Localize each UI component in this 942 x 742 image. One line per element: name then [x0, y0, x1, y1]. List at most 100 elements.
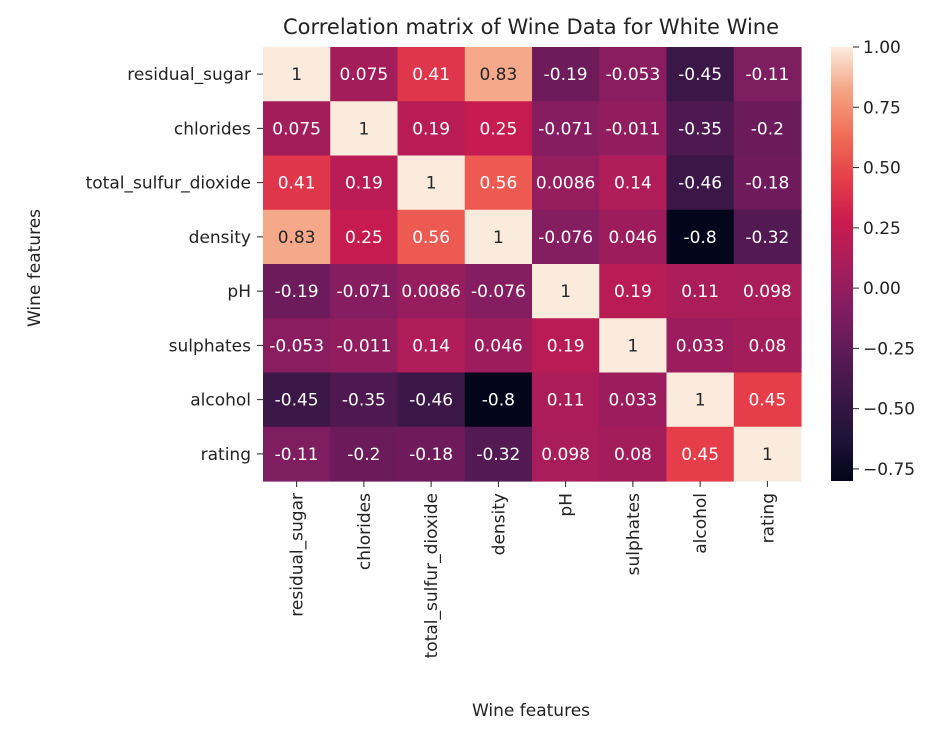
heatmap-cell-label: -0.011	[605, 119, 660, 139]
heatmap-cell-label: 0.098	[743, 282, 792, 302]
heatmap-cell-label: -0.35	[342, 391, 386, 411]
heatmap-cell	[532, 155, 600, 211]
heatmap-cell	[666, 155, 735, 211]
heatmap-cells	[263, 47, 802, 482]
heatmap-cell	[464, 426, 533, 482]
heatmap-cell-label: -0.053	[605, 65, 660, 85]
x-tick-label: alcohol	[691, 493, 711, 554]
heatmap-cell	[666, 47, 735, 102]
heatmap-cell	[464, 101, 533, 157]
heatmap-cell	[397, 372, 466, 428]
heatmap-cell	[733, 318, 802, 374]
heatmap-cell	[532, 426, 600, 482]
heatmap-cell-label: 0.41	[278, 174, 316, 194]
heatmap-cell-label: -0.2	[751, 119, 784, 139]
y-tick-label: rating	[201, 445, 251, 465]
x-tick-label: chlorides	[355, 493, 375, 570]
heatmap-cell-label: -0.053	[269, 336, 324, 356]
heatmap-cell	[464, 155, 533, 211]
heatmap-cell	[599, 101, 668, 157]
heatmap-cell-label: -0.18	[745, 174, 789, 194]
heatmap-cell	[330, 318, 399, 374]
y-axis-ticks: residual_sugar chlorides total_sulfur_diox…	[86, 65, 263, 465]
y-tick-label: sulphates	[169, 336, 251, 356]
heatmap-cell	[599, 372, 668, 428]
y-tick-label: alcohol	[190, 391, 251, 411]
colorbar-tick-label: −0.75	[863, 460, 915, 480]
heatmap-cell	[263, 426, 331, 482]
x-tick-label: residual_sugar	[288, 493, 308, 617]
heatmap-cell-label: 0.046	[474, 336, 523, 356]
heatmap-cell	[330, 372, 399, 428]
heatmap-cell-label: 1	[493, 228, 504, 248]
heatmap-cell-label: -0.2	[347, 445, 380, 465]
heatmap-cell-label: -0.32	[476, 445, 520, 465]
heatmap-cell	[464, 47, 533, 102]
heatmap-cell	[464, 209, 533, 265]
heatmap-cell	[532, 318, 600, 374]
y-axis-title: Wine features	[25, 209, 45, 327]
heatmap-cell	[397, 426, 466, 482]
heatmap-cell-label: 0.25	[479, 119, 517, 139]
colorbar-ticks: 1.00 0.75 0.50 0.25 0.00 −0.25 −0.50 −0.75	[853, 38, 915, 480]
heatmap-cell-label: 0.0086	[536, 174, 595, 194]
heatmap-cell	[733, 47, 802, 102]
heatmap-cell-label: 0.046	[609, 228, 658, 248]
heatmap-cell-label: -0.18	[409, 445, 453, 465]
chart-title: Correlation matrix of Wine Data for Whit…	[283, 15, 779, 39]
heatmap-cell-label: 0.14	[412, 336, 450, 356]
heatmap-cell	[666, 209, 735, 265]
heatmap-cell	[666, 426, 735, 482]
heatmap-cell-label: 0.56	[479, 174, 517, 194]
y-tick-label: total_sulfur_dioxide	[86, 174, 251, 194]
heatmap-cell-label: 0.25	[345, 228, 383, 248]
heatmap-cell-label: 1	[426, 174, 437, 194]
heatmap-cell	[733, 426, 802, 482]
heatmap-cell-label: 1	[695, 391, 706, 411]
heatmap-cell	[397, 101, 466, 157]
heatmap-cell-label: 0.19	[547, 336, 585, 356]
heatmap-cell-label: 1	[627, 336, 638, 356]
heatmap-cell-label: 0.075	[340, 65, 389, 85]
heatmap-cell	[330, 426, 399, 482]
heatmap-cell-label: 0.075	[272, 119, 321, 139]
colorbar	[831, 47, 853, 481]
colorbar-tick-label: 0.75	[863, 98, 901, 118]
heatmap-cell	[263, 47, 331, 102]
heatmap-cell	[599, 264, 668, 319]
heatmap-cell	[397, 264, 466, 319]
heatmap-cell-label: -0.8	[684, 228, 717, 248]
heatmap-cell-label: -0.11	[275, 445, 319, 465]
heatmap-cell	[599, 47, 668, 102]
heatmap-cell	[599, 155, 668, 211]
heatmap-cell	[263, 372, 331, 428]
heatmap-cell-label: 0.19	[614, 282, 652, 302]
heatmap-cell-label: 0.08	[748, 336, 786, 356]
x-tick-label: rating	[758, 493, 778, 543]
heatmap-cell-label: 0.0086	[401, 282, 460, 302]
heatmap-cell-label: 0.033	[609, 391, 658, 411]
heatmap-cell-label: 0.56	[412, 228, 450, 248]
heatmap-cell	[666, 318, 735, 374]
heatmap-cell	[263, 155, 331, 211]
heatmap-cell	[330, 264, 399, 319]
colorbar-tick-label: −0.25	[863, 339, 915, 359]
heatmap-cell-label: 0.098	[541, 445, 590, 465]
heatmap-cell-label: 0.45	[681, 445, 719, 465]
colorbar-tick-label: 0.25	[863, 219, 901, 239]
heatmap-cell-label: -0.45	[678, 65, 722, 85]
heatmap-cell-label: 0.19	[412, 119, 450, 139]
heatmap-cell	[532, 47, 600, 102]
x-tick-label: total_sulfur_dioxide	[422, 493, 442, 658]
heatmap-cell	[666, 372, 735, 428]
heatmap-cell	[532, 101, 600, 157]
heatmap-cell-label: -0.8	[482, 391, 515, 411]
heatmap-cell-label: -0.19	[275, 282, 319, 302]
heatmap-cell	[330, 155, 399, 211]
heatmap-cell	[599, 318, 668, 374]
heatmap-cell	[263, 101, 331, 157]
heatmap-cell-label: 0.033	[676, 336, 725, 356]
x-tick-label: pH	[557, 493, 577, 517]
x-tick-label: sulphates	[624, 493, 644, 575]
